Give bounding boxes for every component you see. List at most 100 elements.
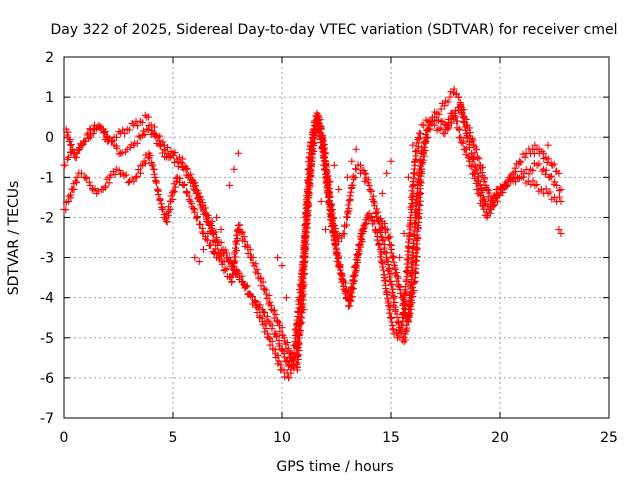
x-tick-label: 5	[169, 430, 178, 446]
data-point	[221, 246, 229, 254]
data-point	[361, 177, 369, 185]
data-point	[450, 85, 458, 93]
data-point	[85, 178, 93, 186]
data-point	[383, 169, 391, 177]
data-point	[193, 213, 201, 221]
data-point	[115, 150, 123, 158]
data-point	[316, 130, 323, 138]
data-point	[246, 246, 254, 254]
data-point	[301, 221, 309, 229]
data-point	[303, 186, 311, 194]
data-point	[535, 160, 543, 168]
data-point	[231, 257, 239, 265]
data-point	[226, 181, 234, 189]
data-point	[240, 233, 248, 241]
data-point	[475, 155, 483, 163]
data-point	[388, 254, 396, 262]
data-point	[188, 200, 196, 208]
data-point	[245, 290, 253, 298]
data-point	[317, 135, 325, 143]
data-point	[349, 279, 357, 287]
data-point	[326, 196, 334, 204]
data-point	[422, 131, 430, 139]
data-point	[209, 229, 217, 237]
data-point	[138, 119, 146, 126]
data-point	[329, 219, 337, 227]
data-point	[546, 173, 554, 181]
data-point	[370, 197, 378, 205]
data-point	[379, 237, 387, 245]
data-point	[203, 236, 211, 244]
data-point	[435, 125, 443, 133]
data-point	[166, 206, 174, 214]
data-point	[208, 218, 216, 225]
data-point	[424, 121, 432, 129]
data-point	[221, 266, 229, 274]
data-point	[195, 193, 203, 201]
x-tick-label: 0	[60, 430, 69, 446]
data-point	[297, 296, 305, 304]
data-point	[385, 234, 393, 241]
data-point	[527, 181, 535, 189]
data-point	[416, 197, 424, 205]
data-point	[478, 186, 486, 194]
data-point	[157, 200, 165, 208]
data-point	[144, 126, 152, 134]
data-point	[455, 125, 463, 133]
data-point	[394, 274, 402, 282]
data-point	[413, 240, 421, 248]
data-point	[310, 127, 317, 135]
data-point	[386, 273, 393, 281]
data-point	[470, 169, 478, 177]
data-point	[104, 133, 112, 141]
data-point	[343, 208, 351, 216]
data-point	[194, 187, 202, 195]
data-point	[285, 374, 293, 381]
data-point	[357, 169, 364, 177]
data-point	[335, 185, 343, 193]
data-point	[211, 249, 219, 256]
data-point	[408, 259, 416, 267]
data-point	[404, 318, 412, 326]
data-point	[437, 117, 445, 125]
data-point	[503, 181, 511, 189]
data-point	[283, 338, 291, 346]
data-point	[169, 187, 177, 195]
data-point	[387, 280, 395, 288]
data-point	[141, 160, 149, 167]
data-point	[130, 177, 138, 185]
data-point	[336, 266, 344, 274]
data-point	[64, 153, 72, 161]
data-point	[368, 213, 376, 221]
data-point	[239, 228, 247, 236]
data-point	[533, 180, 541, 188]
data-point	[306, 149, 314, 157]
data-point	[483, 185, 491, 193]
data-point	[352, 165, 360, 173]
data-point	[61, 161, 69, 169]
data-point	[223, 265, 231, 273]
data-point	[139, 127, 147, 135]
data-point	[465, 152, 473, 160]
data-point	[340, 230, 348, 238]
data-point	[160, 145, 168, 153]
data-point	[403, 324, 411, 332]
data-point	[307, 139, 315, 147]
data-point	[401, 330, 409, 338]
data-point	[404, 256, 411, 263]
data-point	[544, 141, 552, 149]
data-point	[145, 113, 153, 121]
data-point	[274, 254, 282, 262]
data-point	[355, 242, 363, 249]
data-point	[191, 206, 198, 214]
data-point	[387, 313, 394, 321]
data-point	[281, 373, 289, 381]
data-point	[171, 183, 179, 191]
data-point	[345, 197, 353, 205]
data-point	[379, 263, 387, 271]
data-point	[516, 157, 524, 165]
data-point	[73, 173, 81, 181]
data-point	[302, 217, 310, 225]
data-point	[200, 246, 207, 253]
